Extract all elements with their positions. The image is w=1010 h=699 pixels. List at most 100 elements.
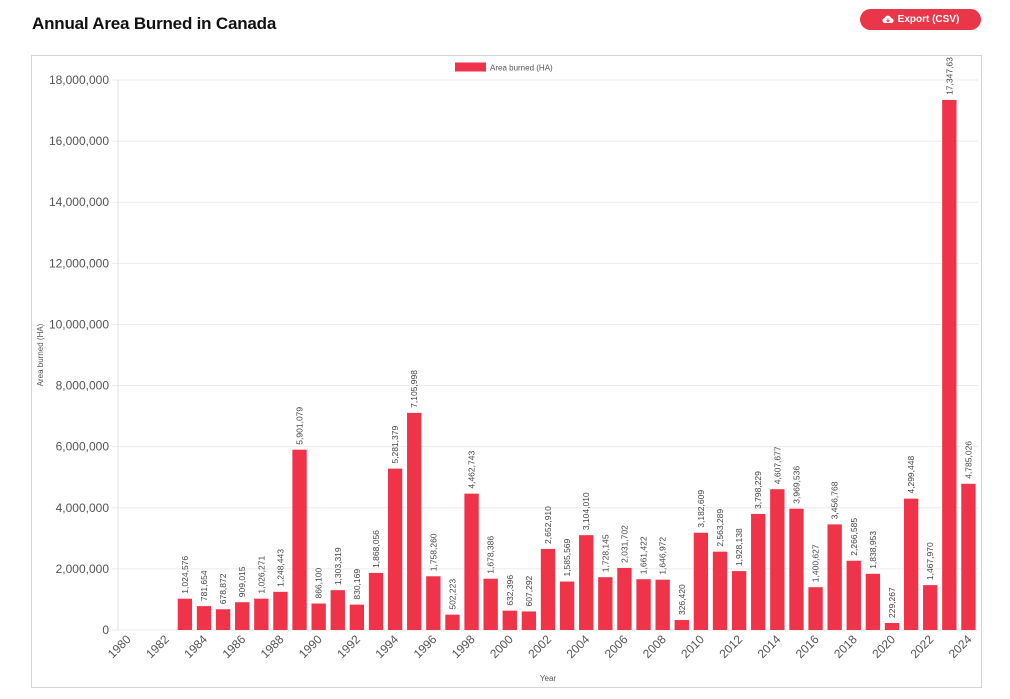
x-tick-label: 1996 <box>411 632 440 661</box>
bar <box>177 598 193 630</box>
y-tick-label: 12,000,000 <box>49 256 109 270</box>
bar-value-label: 5,281,379 <box>390 426 400 464</box>
cloud-download-icon <box>882 15 894 23</box>
bar-value-label: 1,728,145 <box>600 534 610 572</box>
bar <box>712 551 728 630</box>
bar-value-label: 1,661,422 <box>639 536 649 574</box>
x-tick-label: 2014 <box>755 632 784 661</box>
bar-value-label: 1,400,627 <box>811 544 821 582</box>
chart-container: 0 2,000,000 4,000,000 6,000,000 8,000,000 10,… <box>31 55 982 688</box>
bar-value-label: 866,100 <box>314 568 324 599</box>
x-tick-label: 1986 <box>220 632 249 661</box>
bar-value-label: 3,182,609 <box>696 490 706 528</box>
bar-value-label: 1,303,319 <box>333 547 343 585</box>
bar-value-label: 1,868,056 <box>371 530 381 568</box>
bar-value-label: 1,024,576 <box>180 556 190 594</box>
x-tick-label: 2004 <box>564 632 593 661</box>
x-tick-label: 2006 <box>602 632 631 661</box>
x-tick-label: 1984 <box>181 632 210 661</box>
x-tick-label: 2022 <box>908 632 937 661</box>
bar <box>196 606 212 630</box>
bar-value-label: 4,462,743 <box>467 451 477 489</box>
bar-value-label: 781,654 <box>199 570 209 601</box>
y-tick-label: 14,000,000 <box>49 195 109 209</box>
bar <box>579 535 594 630</box>
x-tick-label: 1988 <box>258 632 287 661</box>
bar <box>751 513 766 630</box>
bar-value-label: 1,026,271 <box>256 556 266 594</box>
bar-value-label: 1,467,970 <box>925 542 935 580</box>
x-axis-title: Year <box>540 674 557 683</box>
x-tick-label: 1990 <box>296 632 325 661</box>
bar <box>215 609 231 630</box>
bar <box>923 585 938 630</box>
bar <box>827 524 842 630</box>
bar-value-label: 4,299,448 <box>906 456 916 494</box>
x-tick-label: 2010 <box>678 632 707 661</box>
bar <box>368 572 384 630</box>
y-axis-title: Area burned (HA) <box>36 323 45 386</box>
bar-value-label: 5,901,079 <box>295 407 305 445</box>
x-tick-label: 1982 <box>143 632 172 661</box>
bar <box>846 560 861 630</box>
x-tick-label: 2012 <box>716 632 745 661</box>
x-tick-label: 1992 <box>334 632 363 661</box>
y-tick-label: 2,000,000 <box>56 562 110 576</box>
x-tick-label: 1980 <box>105 632 134 661</box>
bar <box>559 581 575 630</box>
x-tick-label: 2016 <box>793 632 822 661</box>
y-tick-label: 16,000,000 <box>49 134 109 148</box>
bar <box>808 587 823 630</box>
bar-value-label: 1,585,569 <box>562 538 572 576</box>
bar <box>636 579 651 630</box>
bar <box>598 577 613 630</box>
bar-value-label: 4,785,026 <box>963 441 973 479</box>
page-title: Annual Area Burned in Canada <box>32 14 277 33</box>
bar <box>349 604 365 630</box>
bar <box>731 571 747 630</box>
bar-value-label: 2,563,289 <box>715 509 725 547</box>
y-tick-label: 18,000,000 <box>49 73 109 87</box>
bar <box>903 498 919 630</box>
bar <box>426 576 441 630</box>
bar <box>884 622 900 630</box>
bar-value-label: 7,105,998 <box>409 370 419 408</box>
bar-value-label: 3,104,010 <box>581 492 591 530</box>
bar-value-label: 17,347,63 <box>944 57 954 95</box>
bar <box>540 548 556 630</box>
bar <box>235 602 250 630</box>
bar-value-label: 2,652,910 <box>543 506 553 544</box>
x-tick-label: 1994 <box>372 632 401 661</box>
bar-value-label: 326,420 <box>677 584 687 615</box>
export-csv-button[interactable]: Export (CSV) <box>860 9 981 30</box>
bar <box>483 578 498 630</box>
bar <box>445 614 460 630</box>
x-tick-label: 2024 <box>946 632 975 661</box>
bar-value-label: 2,031,702 <box>619 525 629 563</box>
bar <box>961 483 976 630</box>
bar <box>464 493 479 630</box>
y-tick-label: 10,000,000 <box>49 317 109 331</box>
y-tick-label: 8,000,000 <box>56 379 110 393</box>
bar-value-label: 4,607,677 <box>772 446 782 484</box>
x-tick-label: 2008 <box>640 632 669 661</box>
bar-value-label: 830,169 <box>352 569 362 600</box>
x-tick-label: 2000 <box>487 632 516 661</box>
bar-value-label: 1,758,260 <box>428 533 438 571</box>
legend-swatch <box>455 62 486 72</box>
bar <box>674 620 689 630</box>
bar-value-label: 1,838,953 <box>868 531 878 569</box>
bar <box>502 610 517 630</box>
export-button-label: Export (CSV) <box>897 14 960 25</box>
bar <box>330 590 345 630</box>
bar-value-label: 2,266,585 <box>849 518 859 556</box>
bar-chart: 0 2,000,000 4,000,000 6,000,000 8,000,000 10,… <box>36 57 978 683</box>
bar-value-label: 3,798,229 <box>753 471 763 509</box>
bar-value-label: 3,969,536 <box>791 466 801 504</box>
bar <box>254 598 269 630</box>
bar-value-label: 229,267 <box>887 587 897 618</box>
y-tick-label: 4,000,000 <box>56 501 110 515</box>
bar <box>865 573 881 630</box>
bar-value-label: 632,396 <box>505 575 515 606</box>
bar-value-label: 3,456,768 <box>830 481 840 519</box>
